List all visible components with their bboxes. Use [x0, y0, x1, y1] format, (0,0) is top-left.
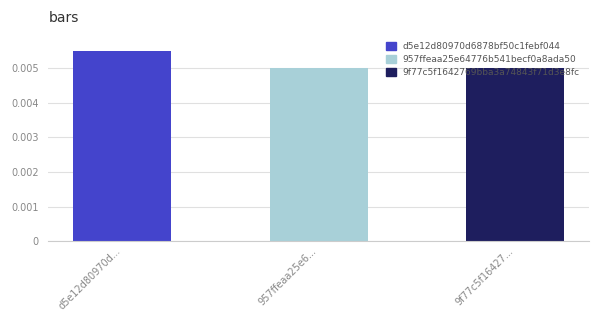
- Bar: [466, 68, 565, 242]
- Text: bars: bars: [49, 11, 79, 25]
- Legend: d5e12d80970d6878bf50c1febf044, 957ffeaa25e64776b541becf0a8ada50, 9f77c5f1642769b: d5e12d80970d6878bf50c1febf044, 957ffeaa2…: [382, 38, 584, 81]
- Bar: [73, 51, 171, 242]
- Bar: [269, 68, 368, 242]
